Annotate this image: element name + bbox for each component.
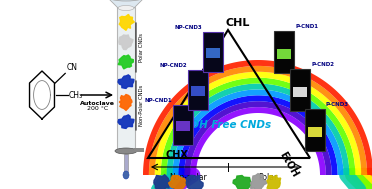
Text: Polar: Polar: [259, 173, 278, 182]
Ellipse shape: [106, 0, 146, 1]
FancyBboxPatch shape: [305, 109, 325, 151]
Text: Non-Polar CNDs: Non-Polar CNDs: [139, 84, 144, 126]
Polygon shape: [155, 72, 361, 175]
Text: P-CND2: P-CND2: [311, 62, 334, 67]
FancyBboxPatch shape: [203, 32, 223, 72]
FancyBboxPatch shape: [173, 105, 193, 145]
Text: -OH Free CNDs: -OH Free CNDs: [186, 120, 271, 130]
Bar: [277, 49, 291, 59]
Ellipse shape: [118, 5, 134, 11]
Text: P-CND3: P-CND3: [326, 102, 349, 107]
Text: CHX: CHX: [166, 150, 189, 160]
FancyBboxPatch shape: [117, 7, 135, 149]
Text: NP-CND3: NP-CND3: [174, 25, 202, 30]
Text: 200 °C: 200 °C: [87, 106, 108, 111]
Ellipse shape: [123, 171, 129, 179]
Bar: [191, 86, 205, 96]
Polygon shape: [251, 174, 267, 189]
Polygon shape: [118, 55, 133, 69]
Text: Non-polar: Non-polar: [169, 173, 207, 182]
Polygon shape: [184, 101, 332, 175]
Bar: [206, 48, 220, 58]
FancyBboxPatch shape: [290, 69, 310, 111]
Text: P-CND1: P-CND1: [295, 24, 318, 29]
Text: CH₃: CH₃: [69, 91, 83, 99]
Polygon shape: [161, 78, 355, 175]
FancyBboxPatch shape: [274, 31, 294, 73]
Polygon shape: [267, 175, 281, 189]
Bar: [293, 87, 307, 97]
Text: NP-CND1: NP-CND1: [144, 98, 172, 103]
Polygon shape: [178, 95, 338, 175]
Text: CHL: CHL: [226, 18, 250, 28]
Polygon shape: [143, 60, 372, 175]
Polygon shape: [173, 89, 344, 175]
Polygon shape: [233, 176, 251, 189]
Polygon shape: [149, 66, 367, 175]
Bar: [308, 127, 322, 137]
Bar: [124, 154, 128, 172]
Bar: [176, 121, 190, 131]
Polygon shape: [167, 84, 349, 175]
Polygon shape: [119, 14, 134, 30]
Polygon shape: [106, 0, 146, 8]
Text: Autoclave: Autoclave: [80, 101, 115, 106]
Text: EtOH: EtOH: [278, 150, 300, 179]
FancyBboxPatch shape: [188, 70, 208, 110]
Polygon shape: [118, 75, 134, 88]
Text: Polar CNDs: Polar CNDs: [139, 33, 144, 61]
Polygon shape: [154, 175, 171, 189]
Polygon shape: [119, 35, 133, 50]
Polygon shape: [190, 107, 326, 175]
Ellipse shape: [115, 148, 137, 154]
Polygon shape: [119, 94, 132, 110]
Text: CN: CN: [66, 63, 77, 72]
Text: NP-CND2: NP-CND2: [159, 63, 187, 68]
Polygon shape: [169, 176, 187, 189]
Polygon shape: [118, 115, 134, 128]
Bar: [134, 148, 144, 152]
Polygon shape: [186, 175, 203, 189]
